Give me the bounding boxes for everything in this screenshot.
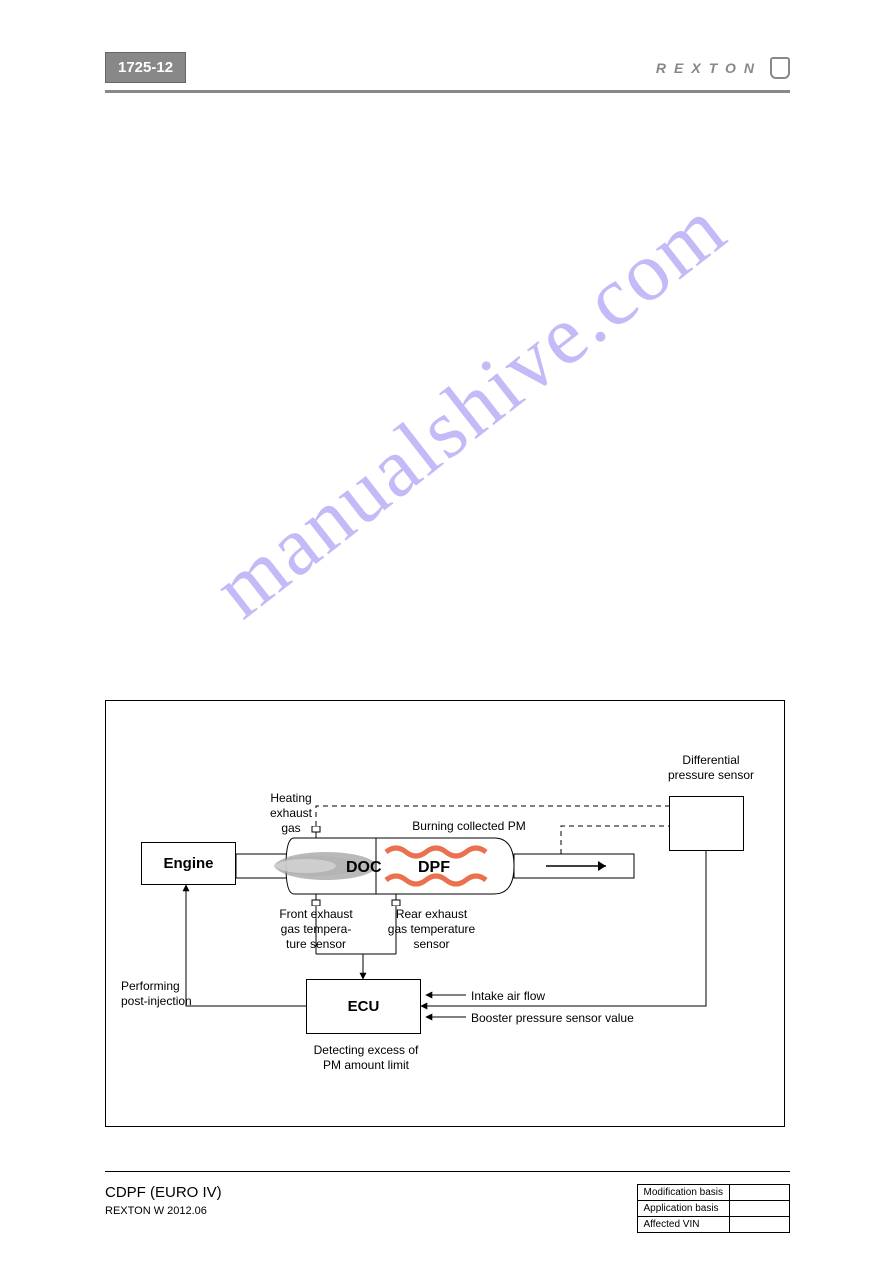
engine-box: Engine [141, 842, 236, 885]
footer-cell-value [730, 1201, 790, 1217]
exhaust-assembly: DOC DPF [236, 826, 656, 906]
rear-sensor-label: Rear exhaust gas temperature sensor [374, 907, 489, 952]
footer-cell-value [730, 1217, 790, 1233]
brand-text: REXTON [656, 60, 762, 76]
footer-cell-value [730, 1185, 790, 1201]
table-row: Application basis [637, 1201, 789, 1217]
brand-logo-icon [770, 57, 790, 79]
page-footer: CDPF (EURO IV) REXTON W 2012.06 Modifica… [105, 1171, 790, 1233]
table-row: Modification basis [637, 1185, 789, 1201]
footer-cell-label: Application basis [637, 1201, 729, 1217]
footer-model-year: REXTON W 2012.06 [105, 1205, 222, 1217]
svg-text:DPF: DPF [418, 859, 450, 876]
page-header: 1725-12 REXTON [105, 52, 790, 83]
footer-table: Modification basis Application basis Aff… [637, 1184, 790, 1233]
footer-cell-label: Modification basis [637, 1185, 729, 1201]
watermark-text: manualshive.com [196, 179, 744, 637]
dps-label: Differential pressure sensor [646, 753, 776, 783]
header-rule [105, 90, 790, 93]
dps-box [669, 796, 744, 851]
svg-text:DOC: DOC [346, 859, 382, 876]
front-sensor-label: Front exhaust gas tempera- ture sensor [266, 907, 366, 952]
ecu-box: ECU [306, 979, 421, 1034]
intake-air-flow-label: Intake air flow [471, 989, 545, 1004]
footer-cell-label: Affected VIN [637, 1217, 729, 1233]
diagram-frame: Differential pressure sensor Heating exh… [105, 700, 785, 1127]
detecting-excess-label: Detecting excess of PM amount limit [296, 1043, 436, 1073]
booster-pressure-label: Booster pressure sensor value [471, 1011, 634, 1026]
footer-left: CDPF (EURO IV) REXTON W 2012.06 [105, 1184, 222, 1217]
table-row: Affected VIN [637, 1217, 789, 1233]
brand: REXTON [656, 57, 790, 79]
post-injection-label: Performing post-injection [121, 979, 201, 1009]
footer-section-title: CDPF (EURO IV) [105, 1184, 222, 1201]
page-number-badge: 1725-12 [105, 52, 186, 83]
